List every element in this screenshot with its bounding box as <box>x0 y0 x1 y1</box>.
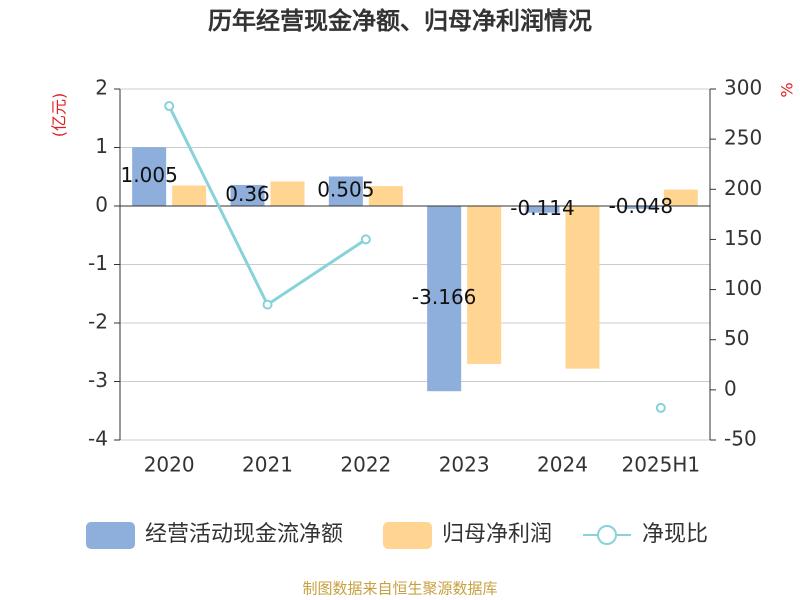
x-tick-label: 2022 <box>340 453 391 477</box>
legend-label: 净现比 <box>642 522 708 547</box>
line-marker <box>262 299 273 310</box>
data-label: -3.166 <box>412 285 476 309</box>
x-tick-label: 2023 <box>439 453 490 477</box>
y-tick-label: -1 <box>88 251 108 275</box>
line-marker <box>360 234 371 245</box>
x-tick-label: 2020 <box>144 453 195 477</box>
y2-tick-label: 150 <box>724 226 762 250</box>
y2-tick-label: 300 <box>724 76 762 100</box>
y2-axis-label: % <box>778 82 797 97</box>
bar <box>230 184 265 206</box>
bar <box>663 189 698 206</box>
bar <box>565 206 600 369</box>
y-axis-label: (亿元) <box>50 93 69 138</box>
bar <box>328 176 363 206</box>
x-tick-label: 2021 <box>242 453 293 477</box>
y2-tick-label: 50 <box>724 326 749 350</box>
y2-tick-label: -50 <box>724 427 757 451</box>
source-note: 制图数据来自恒生聚源数据库 <box>302 580 497 598</box>
data-label: 0.36 <box>225 182 270 206</box>
data-label: -0.048 <box>609 194 673 218</box>
y-tick-label: -3 <box>88 368 108 392</box>
legend-swatch <box>597 525 617 545</box>
y2-tick-label: 250 <box>724 126 762 150</box>
data-label: -0.114 <box>510 196 574 220</box>
line-marker <box>164 101 175 112</box>
y-tick-label: -4 <box>88 427 108 451</box>
bar <box>132 147 167 206</box>
y-tick-label: 2 <box>95 76 108 100</box>
y-tick-label: -2 <box>88 310 108 334</box>
bar <box>623 206 658 209</box>
bar <box>467 206 502 364</box>
bar <box>270 181 305 206</box>
line-marker <box>655 402 666 413</box>
x-tick-label: 2024 <box>537 453 588 477</box>
data-label: 1.005 <box>121 163 178 187</box>
bar <box>172 185 207 206</box>
legend-label: 经营活动现金流净额 <box>145 522 343 547</box>
legend-label: 归母净利润 <box>442 522 552 547</box>
data-label: 0.505 <box>317 178 374 202</box>
chart-title: 历年经营现金净额、归母净利润情况 <box>208 7 592 35</box>
y-tick-label: 0 <box>95 193 108 217</box>
y-tick-label: 1 <box>95 134 108 158</box>
y2-tick-label: 200 <box>724 176 762 200</box>
y2-tick-label: 0 <box>724 376 737 400</box>
bar <box>368 186 403 206</box>
bar <box>525 206 560 213</box>
y2-tick-label: 100 <box>724 276 762 300</box>
legend-swatch <box>383 522 432 549</box>
x-tick-label: 2025H1 <box>621 453 700 477</box>
legend-swatch <box>86 522 135 549</box>
bar <box>427 206 462 392</box>
